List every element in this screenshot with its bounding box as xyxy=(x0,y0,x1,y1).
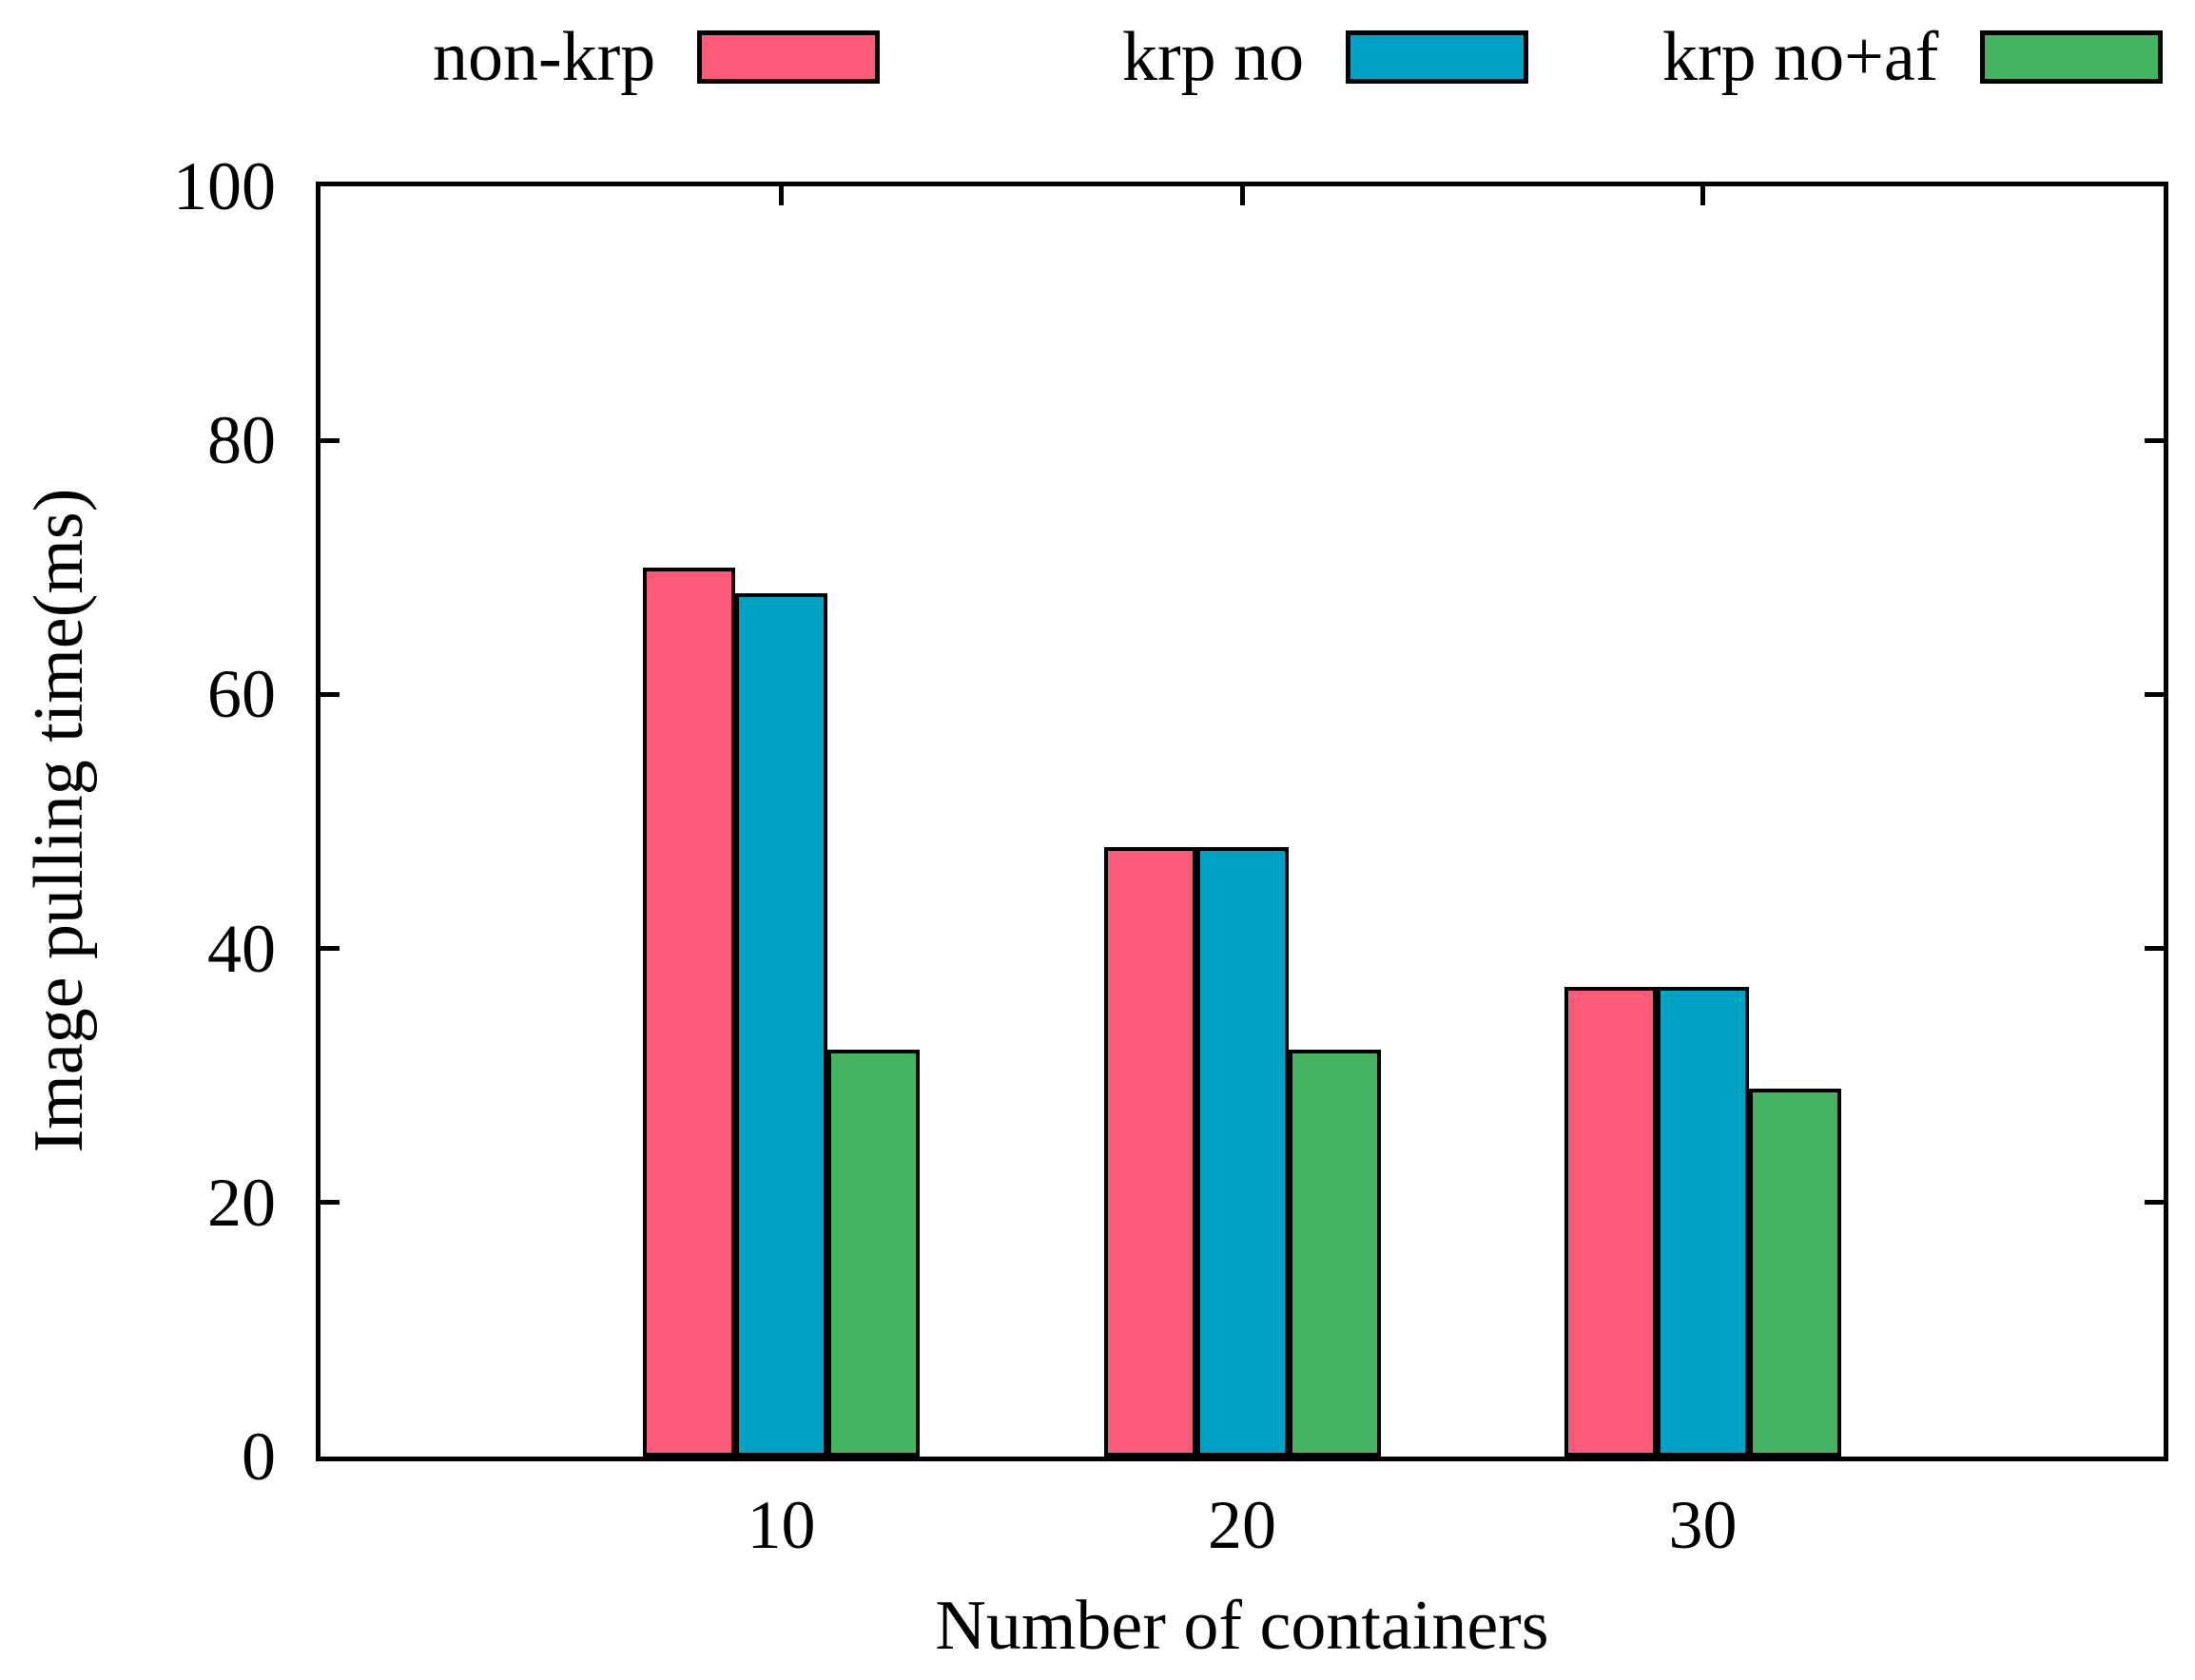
y-tick-mark-mirror xyxy=(2145,691,2164,697)
y-tick-mark-mirror xyxy=(2145,946,2164,952)
y-tick-label: 20 xyxy=(207,1164,276,1241)
bar-non-krp-20 xyxy=(1103,846,1196,1457)
bar-krp-no-10 xyxy=(735,592,827,1457)
x-tick-label: 30 xyxy=(1668,1487,1738,1563)
bar-krp-no-30 xyxy=(1657,986,1749,1457)
y-tick-label: 100 xyxy=(173,148,276,224)
legend-swatch xyxy=(697,30,881,84)
y-tick-mark xyxy=(321,946,340,952)
y-tick-mark-mirror xyxy=(2145,1200,2164,1206)
bar-krp-no-af-10 xyxy=(827,1050,920,1457)
x-tick-mark-mirror xyxy=(1239,186,1245,205)
y-tick-mark-mirror xyxy=(2145,437,2164,443)
x-axis-title: Number of containers xyxy=(935,1587,1549,1665)
y-tick-label: 40 xyxy=(207,910,276,987)
legend-swatch xyxy=(1980,30,2164,84)
x-tick-mark-mirror xyxy=(1700,186,1705,205)
plot-inner xyxy=(321,186,2164,1457)
legend-item-krp-no: krp no xyxy=(1122,13,1529,101)
bar-krp-no-af-30 xyxy=(1749,1088,1841,1457)
chart-legend: non-krp krp no krp no+af xyxy=(0,0,2195,105)
bar-non-krp-10 xyxy=(643,567,735,1457)
bar-krp-no-af-20 xyxy=(1288,1050,1381,1457)
legend-item-non-krp: non-krp xyxy=(433,13,881,101)
x-tick-label: 20 xyxy=(1208,1487,1276,1563)
bar-krp-no-20 xyxy=(1195,846,1289,1457)
legend-label: krp no xyxy=(1122,18,1305,96)
y-tick-label: 80 xyxy=(207,402,276,479)
y-tick-mark xyxy=(321,437,340,443)
x-tick-label: 10 xyxy=(747,1487,816,1563)
y-tick-label: 60 xyxy=(207,656,276,733)
y-tick-mark xyxy=(321,691,340,697)
y-tick-label: 0 xyxy=(242,1419,276,1495)
legend-label: krp no+af xyxy=(1662,18,1939,96)
bar-non-krp-30 xyxy=(1564,986,1657,1457)
legend-label: non-krp xyxy=(433,18,656,96)
y-tick-mark xyxy=(321,1200,340,1206)
plot-area xyxy=(316,182,2168,1461)
legend-swatch xyxy=(1346,30,1529,84)
legend-item-krp-no-af: krp no+af xyxy=(1662,13,2164,101)
x-tick-mark-mirror xyxy=(779,186,784,205)
